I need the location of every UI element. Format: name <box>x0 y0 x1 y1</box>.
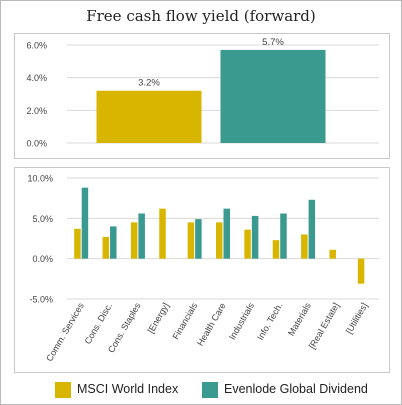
bar-msci <box>244 229 251 259</box>
bar-msci <box>187 222 195 259</box>
x-tick-label: Cons. Disc. <box>83 301 115 346</box>
data-label: 3.2% <box>138 78 160 89</box>
bar-msci <box>301 234 308 259</box>
y-tick-label: -5.0% <box>29 295 53 305</box>
legend-swatch-evenlode <box>202 382 218 398</box>
x-tick-label: Financials <box>170 301 199 342</box>
y-tick-label: 0.0% <box>32 254 53 264</box>
bar-msci <box>96 90 202 143</box>
top-chart-panel: 0.0% 2.0% 4.0% 6.0% 3.2% 5.7% <box>14 33 390 159</box>
bar-evenlode <box>223 208 230 259</box>
bar-evenlode <box>280 213 287 259</box>
bar-msci <box>329 249 336 259</box>
bar-msci <box>272 240 280 259</box>
bar-evenlode <box>251 215 259 259</box>
legend-label-evenlode: Evenlode Global Dividend <box>224 382 368 396</box>
x-tick-label: Comm. Services <box>44 301 86 364</box>
legend-swatch-msci <box>55 382 71 398</box>
bar-evenlode <box>110 226 117 259</box>
x-tick-label: Info. Tech. <box>255 301 284 342</box>
data-label: 5.7% <box>262 37 284 48</box>
chart-title: Free cash flow yield (forward) <box>86 7 316 25</box>
y-tick-label: 0.0% <box>26 139 47 149</box>
top-bar-chart: 0.0% 2.0% 4.0% 6.0% 3.2% 5.7% <box>26 37 379 149</box>
bar-evenlode <box>308 199 316 259</box>
y-tick-label: 5.0% <box>32 214 53 224</box>
bottom-chart-panel: -5.0% 0.0% 5.0% 10.0% Comm. Services Cons. Di… <box>14 167 390 373</box>
x-tick-label: Materials <box>286 301 313 338</box>
legend: MSCI World Index Evenlode Global Dividen… <box>0 381 402 399</box>
x-tick-label: [Utilities] <box>344 301 370 335</box>
bar-evenlode <box>195 219 202 259</box>
bar-msci <box>357 258 365 284</box>
bar-msci <box>102 236 110 259</box>
bar-msci <box>130 222 138 259</box>
x-tick-label: Health Care <box>195 301 228 348</box>
bar-evenlode <box>81 187 89 259</box>
bar-msci <box>216 222 223 259</box>
y-tick-label: 2.0% <box>26 106 47 116</box>
bar-evenlode <box>220 49 326 143</box>
bar-msci <box>74 228 81 259</box>
y-tick-label: 10.0% <box>27 174 53 184</box>
y-tick-label: 4.0% <box>26 73 47 83</box>
y-tick-label: 6.0% <box>26 41 47 51</box>
x-tick-label: [Energy] <box>146 301 171 335</box>
bar-evenlode <box>138 213 145 259</box>
bar-msci <box>159 208 166 259</box>
x-tick-label: [Real Estate] <box>307 301 341 351</box>
x-tick-label: Industrials <box>227 301 256 342</box>
legend-label-msci: MSCI World Index <box>77 382 179 396</box>
